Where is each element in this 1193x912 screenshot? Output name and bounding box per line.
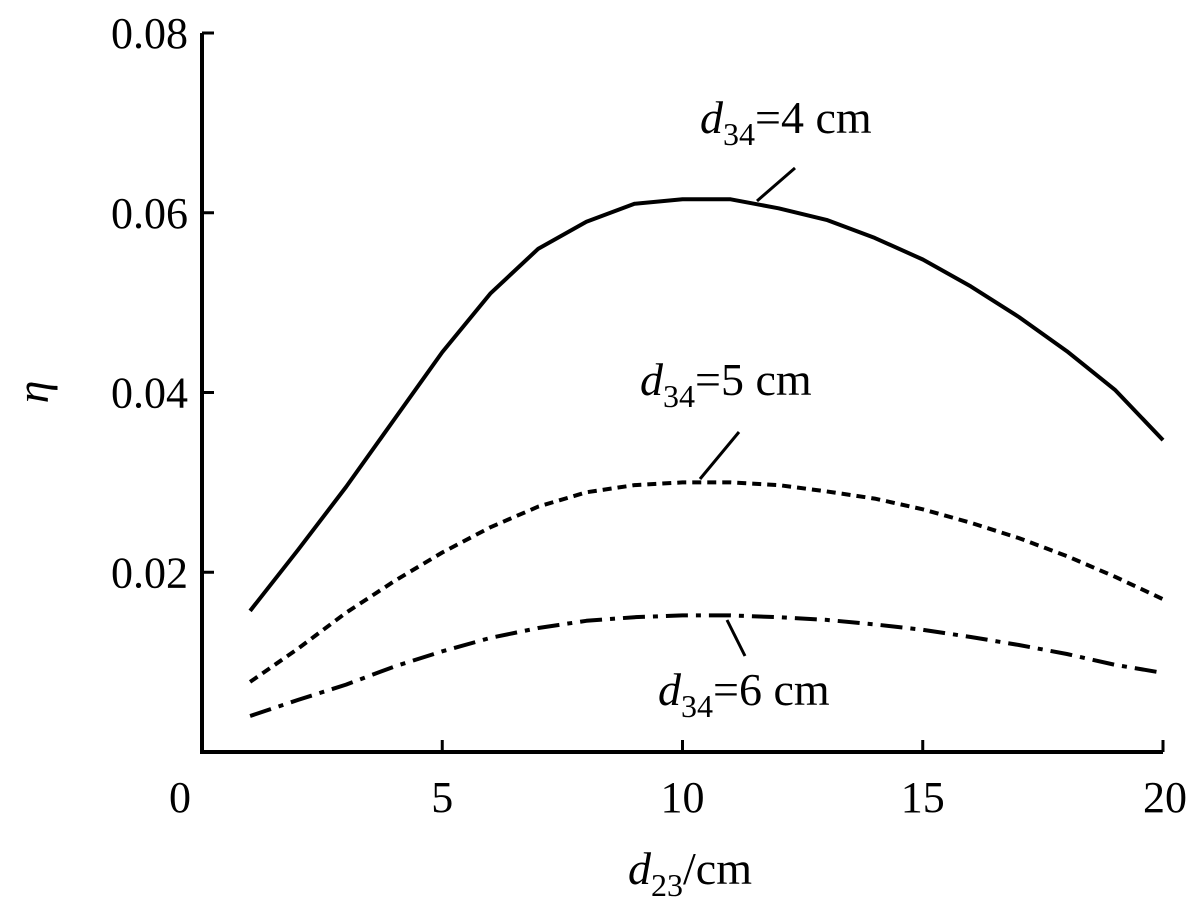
annotation-sub: 34 xyxy=(663,378,695,414)
y-tick-label: 0.04 xyxy=(111,369,188,418)
annotation-rest: =6 cm xyxy=(713,664,830,715)
x-tick-label: 0 xyxy=(169,773,191,822)
tick-marks: 0 5 10 15 20 0.02 0.04 0.06 0.08 xyxy=(111,9,1187,822)
annotation-sub: 34 xyxy=(723,116,755,152)
series-line-2 xyxy=(248,480,1164,684)
x-axis-title-sub: 23 xyxy=(651,867,683,903)
annotation-main: d xyxy=(658,664,682,715)
x-tick-label: 5 xyxy=(431,773,453,822)
y-tick-label: 0.02 xyxy=(111,548,188,597)
x-axis-title: d23/cm xyxy=(628,843,752,903)
x-tick-label: 20 xyxy=(1143,773,1187,822)
x-tick-label: 10 xyxy=(661,773,705,822)
series-lines xyxy=(248,197,1165,718)
annotation-sub: 34 xyxy=(681,688,713,724)
y-tick-label: 0.06 xyxy=(111,189,188,238)
y-tick-label: 0.08 xyxy=(111,9,188,58)
y-axis-title: η xyxy=(7,381,58,404)
annotation-main: d xyxy=(700,92,724,143)
series-annotation-label: d34=5 cm xyxy=(640,354,812,414)
annotation-leader-line xyxy=(698,431,741,480)
annotation-main: d xyxy=(640,354,664,405)
series-line-3 xyxy=(249,613,1164,718)
x-axis-title-unit: /cm xyxy=(683,843,752,894)
annotation-rest: =5 cm xyxy=(695,354,812,405)
series-annotation-label: d34=6 cm xyxy=(658,664,830,724)
series-annotation-label: d34=4 cm xyxy=(700,92,872,152)
x-axis-title-main: d xyxy=(628,843,652,894)
annotation-leader-line xyxy=(756,166,796,203)
annotation-leader-line xyxy=(725,619,747,657)
annotation-rest: =4 cm xyxy=(755,92,872,143)
x-tick-label: 15 xyxy=(901,773,945,822)
series-line-1 xyxy=(248,197,1165,613)
